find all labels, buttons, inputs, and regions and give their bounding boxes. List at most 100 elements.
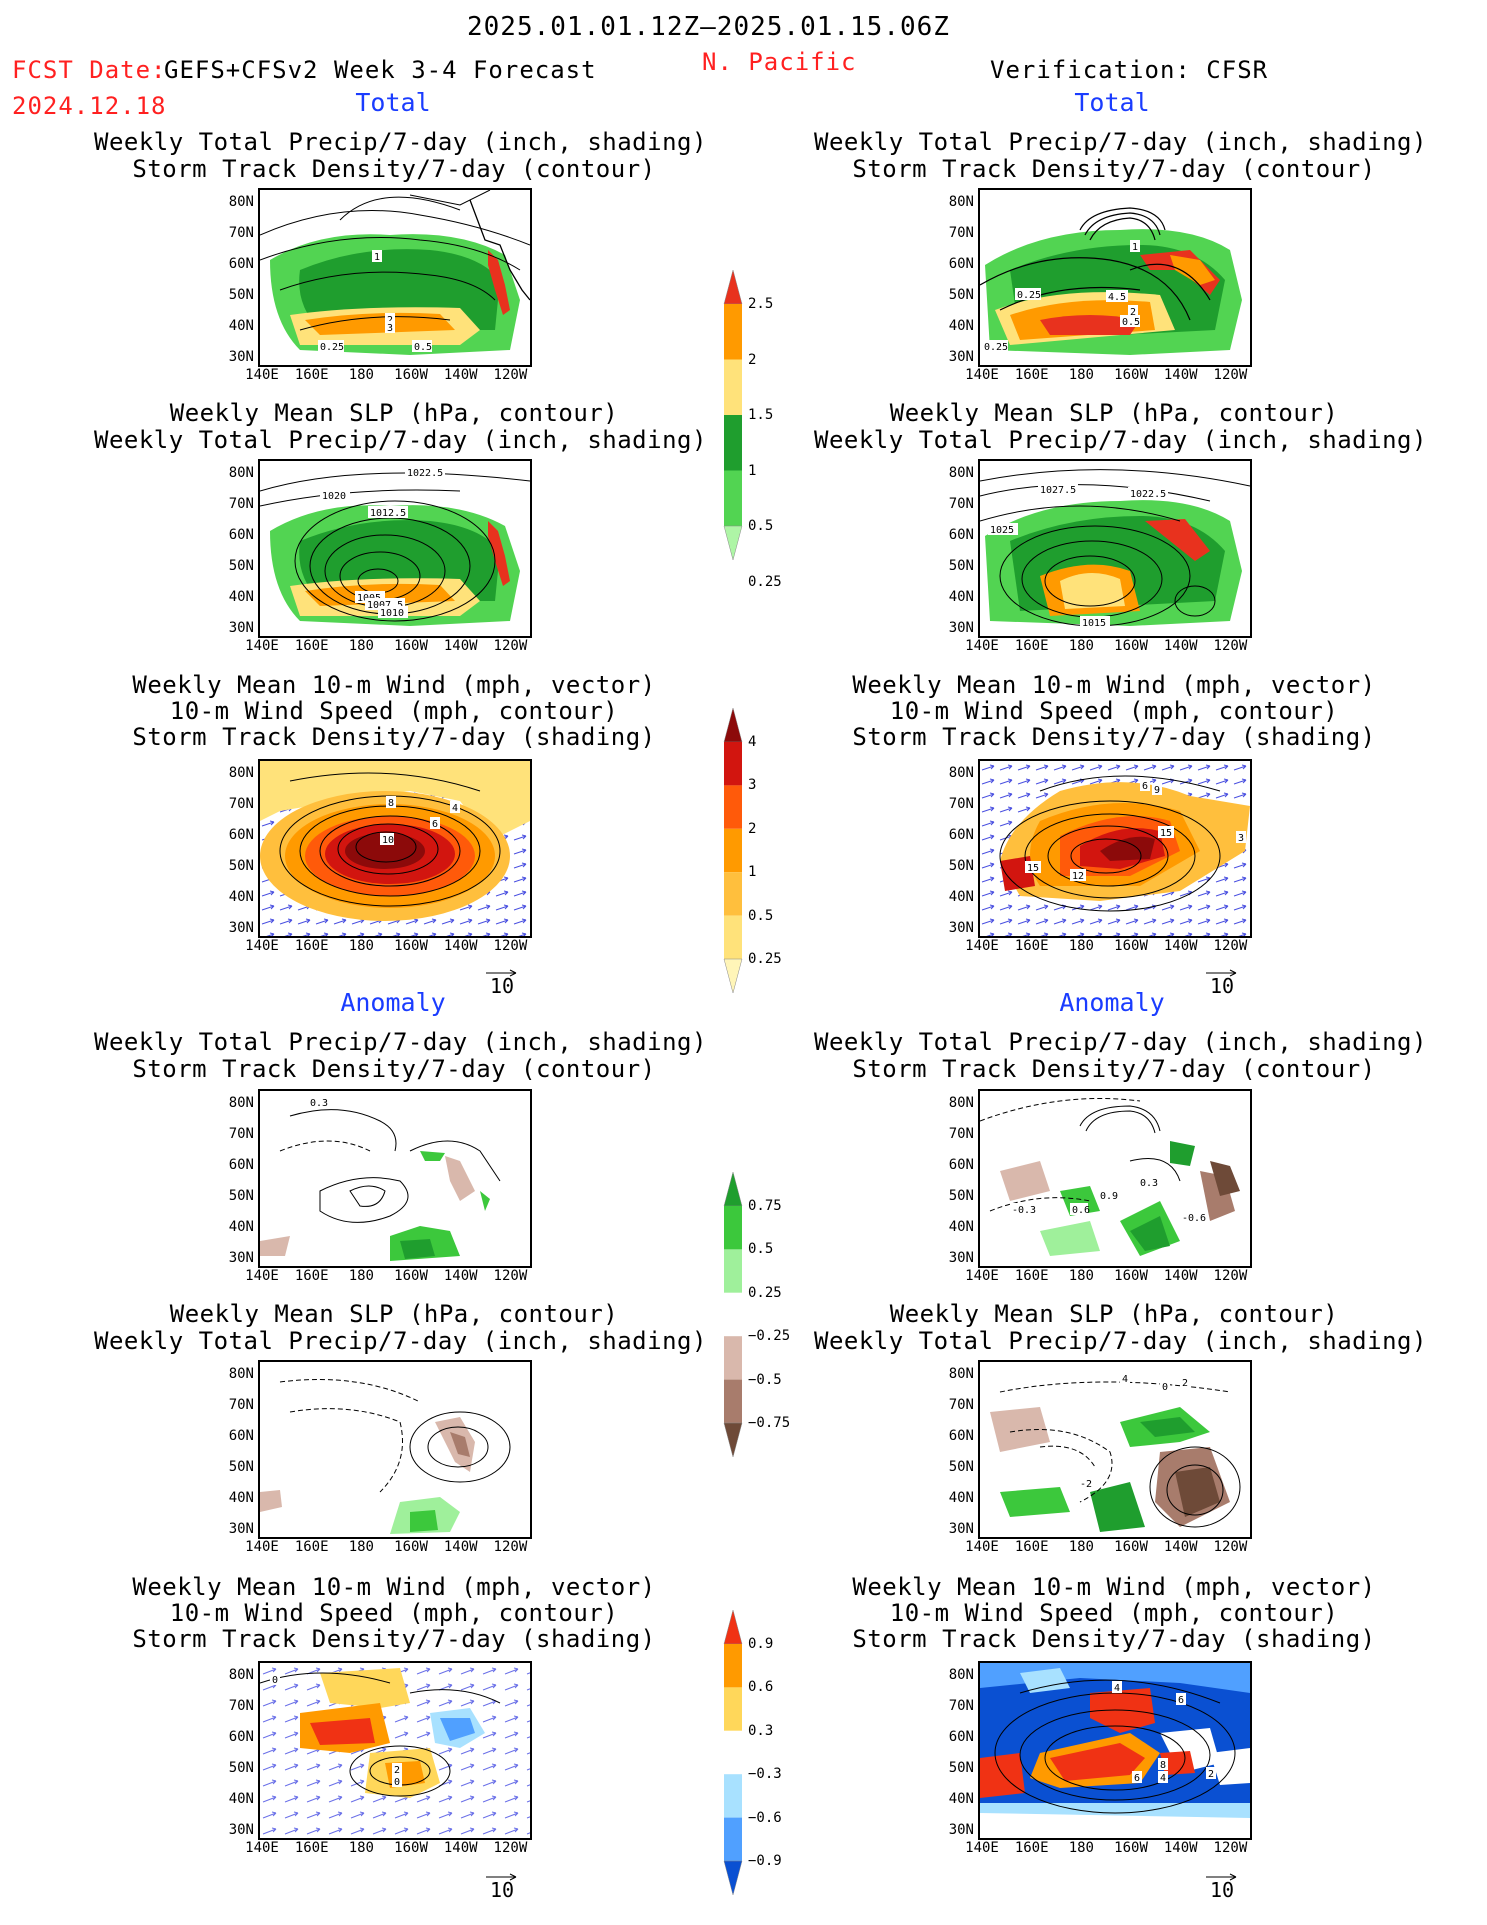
lat-tick-label: 50N bbox=[948, 1760, 974, 1776]
contour-label: 1 bbox=[1132, 242, 1138, 253]
precip-total-colorbar: 2.5 2 1.5 1 0.5 0.25 bbox=[722, 270, 812, 590]
colorbar-swatch bbox=[724, 415, 742, 471]
contour-label: 3 bbox=[1238, 833, 1244, 844]
colorbar-swatch bbox=[724, 1730, 742, 1775]
lat-tick-label: 80N bbox=[228, 194, 254, 210]
lat-tick-label: 30N bbox=[228, 1822, 254, 1838]
lat-tick-label: 80N bbox=[948, 1667, 974, 1683]
lat-tick-label: 60N bbox=[228, 1428, 254, 1444]
contour-label: 2 bbox=[1130, 307, 1136, 318]
contour-label: 0.25 bbox=[1017, 290, 1041, 301]
lon-tick-label: 140W bbox=[1163, 638, 1198, 654]
lat-tick-label: 30N bbox=[948, 1822, 974, 1838]
lon-tick-label: 180 bbox=[1068, 1840, 1094, 1856]
contour-label: 4 bbox=[1160, 1773, 1166, 1784]
panel-title-line: Storm Track Density/7-day (shading) bbox=[132, 723, 656, 751]
lon-tick-label: 140E bbox=[245, 1268, 279, 1284]
colorbar-tick-label: 4 bbox=[748, 734, 757, 750]
contour-label: 1010 bbox=[380, 608, 404, 619]
lon-tick-label: 120W bbox=[1213, 938, 1248, 954]
colorbar-swatch bbox=[724, 1336, 742, 1380]
colorbar-swatch bbox=[724, 1644, 742, 1688]
panel-title-line: Storm Track Density/7-day (contour) bbox=[132, 155, 656, 183]
lon-tick-label: 120W bbox=[493, 367, 528, 383]
lon-tick-label: 140W bbox=[1163, 1539, 1198, 1555]
lon-tick-label: 120W bbox=[1213, 1268, 1248, 1284]
lat-tick-label: 70N bbox=[228, 496, 254, 512]
lon-tick-label: 140W bbox=[443, 367, 478, 383]
lon-tick-label: 180 bbox=[348, 1268, 374, 1284]
fcst-date: 2024.12.18 bbox=[12, 92, 167, 120]
panel-title-line: Weekly Total Precip/7-day (inch, shading… bbox=[94, 128, 707, 156]
lat-tick-label: 50N bbox=[948, 1459, 974, 1475]
lon-tick-label: 180 bbox=[348, 1840, 374, 1856]
lon-tick-label: 160W bbox=[1114, 938, 1148, 954]
lat-tick-label: 80N bbox=[228, 765, 254, 781]
lon-tick-label: 140E bbox=[965, 938, 999, 954]
lat-tick-label: 70N bbox=[948, 1126, 974, 1142]
contour-label: 0.5 bbox=[414, 342, 432, 353]
colorbar-tick-label: 0.75 bbox=[748, 1198, 782, 1214]
colorbar-tick-label: 0.6 bbox=[748, 1679, 774, 1696]
lat-tick-label: 50N bbox=[228, 1188, 254, 1204]
lat-tick-label: 70N bbox=[228, 796, 254, 812]
verification-label: Verification: CFSR bbox=[990, 56, 1269, 84]
vector-ref-value: 10 bbox=[489, 974, 515, 998]
lon-tick-label: 160E bbox=[294, 938, 329, 954]
lon-tick-label: 140E bbox=[245, 367, 279, 383]
lon-tick-label: 160W bbox=[1114, 638, 1148, 654]
lon-tick-label: 140W bbox=[1163, 367, 1198, 383]
lon-tick-label: 180 bbox=[1068, 1268, 1094, 1284]
lon-tick-label: 160W bbox=[394, 1840, 428, 1856]
lat-tick-label: 60N bbox=[948, 527, 974, 543]
lat-tick-label: 80N bbox=[948, 765, 974, 781]
contour-label: 0.25 bbox=[984, 342, 1008, 353]
contour-label: 0.6 bbox=[1072, 1205, 1090, 1216]
panel-title-line: Weekly Total Precip/7-day (inch, shading… bbox=[94, 426, 707, 454]
lon-tick-label: 140E bbox=[965, 1268, 999, 1284]
lon-tick-label: 180 bbox=[348, 638, 374, 654]
panel-title-line: Storm Track Density/7-day (shading) bbox=[852, 1625, 1376, 1653]
lat-tick-label: 80N bbox=[948, 1095, 974, 1111]
lon-tick-label: 120W bbox=[493, 638, 528, 654]
contour-label: 6 bbox=[432, 819, 438, 830]
lon-tick-label: 120W bbox=[493, 1840, 528, 1856]
contour-label: -2 bbox=[1080, 1479, 1092, 1490]
lat-tick-label: 80N bbox=[948, 194, 974, 210]
lon-tick-label: 140E bbox=[245, 938, 279, 954]
fc-total-precip-map: 1 2 3 0.25 0.5 bbox=[258, 188, 532, 367]
panel-title-line: Weekly Total Precip/7-day (inch, shading… bbox=[814, 128, 1427, 156]
colorbar-swatch bbox=[723, 1172, 743, 1207]
vector-ref-value: 10 bbox=[1209, 974, 1235, 998]
colorbar-swatch bbox=[724, 304, 742, 360]
colorbar-tick-label: 1 bbox=[748, 462, 757, 479]
lat-tick-label: 70N bbox=[228, 1126, 254, 1142]
lat-tick-label: 40N bbox=[228, 1791, 254, 1807]
colorbar-swatch bbox=[724, 1249, 742, 1293]
lat-tick-label: 70N bbox=[948, 225, 974, 241]
lon-tick-label: 140W bbox=[443, 638, 478, 654]
colorbar-swatch bbox=[723, 958, 743, 993]
lat-tick-label: 40N bbox=[228, 1490, 254, 1506]
vector-ref-arrow bbox=[1204, 1867, 1240, 1886]
lon-tick-label: 140W bbox=[443, 1840, 478, 1856]
lon-tick-label: 180 bbox=[348, 1539, 374, 1555]
lat-tick-label: 30N bbox=[948, 1521, 974, 1537]
lon-tick-label: 160E bbox=[294, 1840, 329, 1856]
lat-tick-label: 50N bbox=[948, 287, 974, 303]
fc-total-wind-map: 8 10 6 4 bbox=[258, 759, 532, 938]
panel-title-line: Storm Track Density/7-day (shading) bbox=[132, 1625, 656, 1653]
ob-total-precip-map: 1 0.25 4.5 2 0.5 0.25 bbox=[978, 188, 1252, 367]
colorbar-tick-label: −0.75 bbox=[748, 1415, 791, 1431]
lon-tick-label: 140W bbox=[443, 1539, 478, 1555]
contour-label: 4 bbox=[1114, 1683, 1120, 1694]
colorbar-swatch bbox=[724, 359, 742, 415]
contour-label: 6 bbox=[1142, 781, 1148, 792]
colorbar-swatch bbox=[723, 708, 743, 743]
panel-title-line: Weekly Mean 10-m Wind (mph, vector) bbox=[132, 1573, 656, 1601]
contour-label: 4 bbox=[452, 803, 458, 814]
lat-tick-label: 40N bbox=[948, 1490, 974, 1506]
lat-tick-label: 70N bbox=[948, 1698, 974, 1714]
colorbar-swatch bbox=[724, 470, 742, 526]
contour-label: -0.3 bbox=[1012, 1205, 1036, 1216]
